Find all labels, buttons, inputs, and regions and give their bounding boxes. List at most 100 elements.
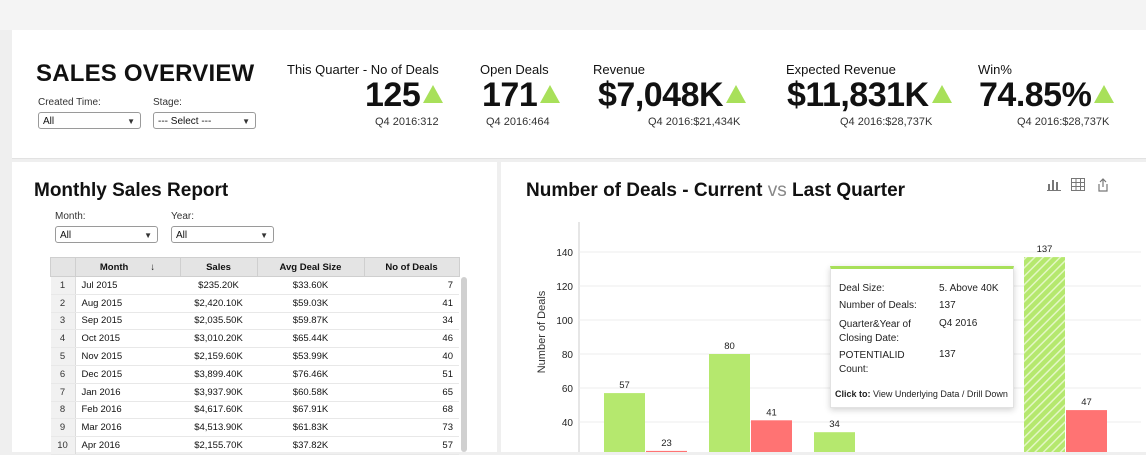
row-index: 7 xyxy=(50,383,76,402)
cell-no-of-deals: 40 xyxy=(364,347,459,366)
trend-up-icon xyxy=(540,85,561,104)
chevron-down-icon: ▼ xyxy=(127,117,135,126)
bar-data-label: 47 xyxy=(1081,397,1092,408)
table-scrollbar[interactable] xyxy=(461,277,467,452)
cell-avg-deal-size: $67.91K xyxy=(257,401,364,420)
y-tick-label: 100 xyxy=(556,316,573,327)
cell-sales: $2,420.10K xyxy=(180,294,257,313)
cell-avg-deal-size: $33.60K xyxy=(257,276,364,295)
cell-month: Oct 2015 xyxy=(75,329,180,349)
created-time-label: Created Time: xyxy=(38,97,101,108)
cell-no-of-deals: 73 xyxy=(364,418,459,438)
bar-data-label: 41 xyxy=(766,407,777,418)
year-filter-value: All xyxy=(176,230,188,241)
row-index: 5 xyxy=(50,347,76,366)
column-header-avg-deal-size[interactable]: Avg Deal Size xyxy=(256,257,365,277)
kpi-value: 125 xyxy=(365,76,444,115)
sort-down-icon[interactable]: ↓ xyxy=(150,261,156,273)
row-index: 2 xyxy=(50,294,76,313)
cell-sales: $235.20K xyxy=(180,276,257,295)
bar-last[interactable] xyxy=(751,420,792,452)
bar-current[interactable] xyxy=(1024,257,1065,452)
trend-up-icon xyxy=(726,85,747,104)
kpi-value: $7,048K xyxy=(598,76,747,115)
cell-month: Mar 2016 xyxy=(75,418,180,438)
cell-no-of-deals: 7 xyxy=(364,276,459,295)
monthly-sales-table: Month ↓ Sales Avg Deal Size No of Deals 1… xyxy=(50,257,460,455)
table-row[interactable]: 2 Aug 2015 $2,420.10K $59.03K 41 xyxy=(50,294,459,313)
cell-avg-deal-size: $76.46K xyxy=(257,365,364,384)
row-index: 6 xyxy=(50,365,76,384)
bar-last[interactable] xyxy=(1066,410,1107,452)
cell-sales: $3,937.90K xyxy=(180,383,257,402)
cell-no-of-deals: 65 xyxy=(364,383,459,402)
table-icon[interactable] xyxy=(1071,178,1085,194)
chart-title: Number of Deals - Current vs Last Quarte… xyxy=(526,180,906,201)
y-tick-label: 80 xyxy=(562,350,574,361)
kpi-value: 171 xyxy=(482,76,561,115)
y-axis-label: Number of Deals xyxy=(536,290,548,373)
kpi-label: Expected Revenue xyxy=(786,62,896,77)
column-header-month[interactable]: Month ↓ xyxy=(74,257,181,277)
table-row[interactable]: 9 Mar 2016 $4,513.90K $61.83K 73 xyxy=(50,418,459,438)
stage-select[interactable]: --- Select --- ▼ xyxy=(153,112,256,129)
month-filter-label: Month: xyxy=(55,211,86,222)
table-row[interactable]: 1 Jul 2015 $235.20K $33.60K 7 xyxy=(50,276,459,295)
cell-sales: $4,513.90K xyxy=(180,418,257,438)
cell-no-of-deals: 41 xyxy=(364,294,459,313)
kpi-comparison: Q4 2016:312 xyxy=(375,116,439,128)
month-filter-select[interactable]: All ▼ xyxy=(55,226,158,243)
cell-avg-deal-size: $53.99K xyxy=(257,347,364,366)
bar-current[interactable] xyxy=(709,354,750,452)
kpi-label: Revenue xyxy=(593,62,646,77)
tooltip-value: Q4 2016 xyxy=(939,318,978,329)
cell-sales: $2,035.50K xyxy=(180,312,257,331)
cell-avg-deal-size: $65.44K xyxy=(257,329,364,349)
y-tick-label: 120 xyxy=(556,282,573,293)
cell-no-of-deals: 46 xyxy=(364,329,459,349)
cell-avg-deal-size: $60.58K xyxy=(257,383,364,402)
chevron-down-icon: ▼ xyxy=(260,231,268,240)
page-title: SALES OVERVIEW xyxy=(36,60,255,87)
export-icon[interactable] xyxy=(1096,178,1110,195)
deals-chart-panel: Number of Deals - Current vs Last Quarte… xyxy=(501,162,1146,452)
cell-no-of-deals: 34 xyxy=(364,312,459,331)
table-row[interactable]: 6 Dec 2015 $3,899.40K $76.46K 51 xyxy=(50,365,459,384)
table-row[interactable]: 7 Jan 2016 $3,937.90K $60.58K 65 xyxy=(50,383,459,402)
chevron-down-icon: ▼ xyxy=(144,231,152,240)
cell-month: Jul 2015 xyxy=(75,276,180,295)
cell-month: Feb 2016 xyxy=(75,401,180,420)
column-header-sales[interactable]: Sales xyxy=(179,257,258,277)
kpi-comparison: Q4 2016:$28,737K xyxy=(840,116,933,128)
chevron-down-icon: ▼ xyxy=(242,117,250,126)
row-index: 8 xyxy=(50,401,76,420)
created-time-select[interactable]: All ▼ xyxy=(38,112,141,129)
trend-up-icon xyxy=(931,85,952,104)
monthly-sales-report-panel: Monthly Sales Report Month: All ▼ Year: … xyxy=(12,162,497,455)
top-strip xyxy=(0,0,1146,30)
cell-sales: $3,010.20K xyxy=(180,329,257,349)
tooltip-value: 137 xyxy=(939,300,956,311)
kpi-value: $11,831K xyxy=(787,76,952,115)
tooltip-footer[interactable]: Click to: View Underlying Data / Drill D… xyxy=(835,389,1008,399)
kpi-label: This Quarter - No of Deals xyxy=(287,62,439,77)
table-row[interactable]: 8 Feb 2016 $4,617.60K $67.91K 68 xyxy=(50,401,459,420)
bar-data-label: 57 xyxy=(619,380,630,391)
row-index: 9 xyxy=(50,418,76,438)
kpi-value: 74.85% xyxy=(979,76,1115,115)
bar-chart-icon[interactable] xyxy=(1047,178,1061,194)
stage-label: Stage: xyxy=(153,97,182,108)
tooltip-key: Deal Size: xyxy=(839,283,885,294)
bar-last[interactable] xyxy=(646,450,687,452)
column-header-no-of-deals[interactable]: No of Deals xyxy=(363,257,460,277)
bar-data-label: 137 xyxy=(1037,244,1053,255)
year-filter-select[interactable]: All ▼ xyxy=(171,226,274,243)
bar-current[interactable] xyxy=(604,393,645,452)
kpi-comparison: Q4 2016:464 xyxy=(486,116,550,128)
cell-month: Aug 2015 xyxy=(75,294,180,313)
table-row[interactable]: 4 Oct 2015 $3,010.20K $65.44K 46 xyxy=(50,329,459,349)
table-row[interactable]: 3 Sep 2015 $2,035.50K $59.87K 34 xyxy=(50,312,459,331)
table-row[interactable]: 5 Nov 2015 $2,159.60K $53.99K 40 xyxy=(50,347,459,366)
bar-current[interactable] xyxy=(814,432,855,452)
trend-up-icon xyxy=(1094,85,1115,104)
